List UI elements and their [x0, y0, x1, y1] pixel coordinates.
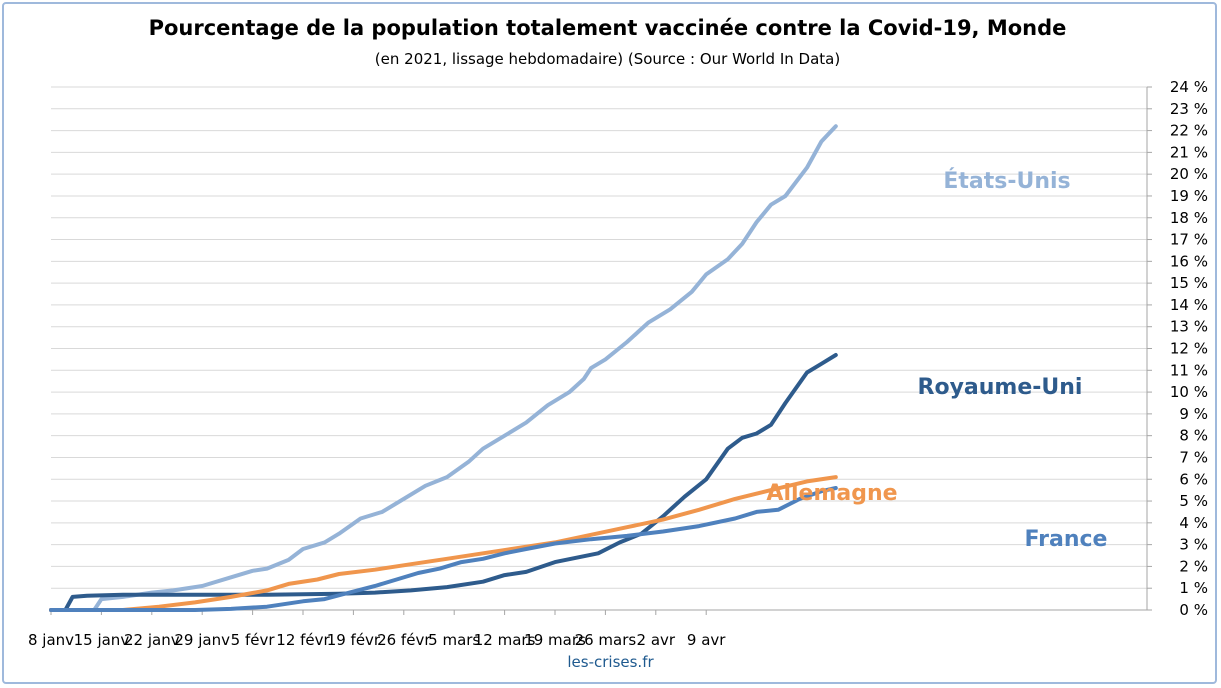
y-tick-label: 22 %: [1170, 122, 1208, 140]
y-tick-label: 9 %: [1179, 405, 1208, 423]
y-axis-ticks: 0 % 1 % 2 % 3 % 4 % 5 % 6 % 7 % 8 % 9 % 10 % 11 % 12…: [1147, 78, 1208, 619]
y-tick-label: 8 %: [1179, 427, 1208, 445]
label-etats-unis: États-Unis: [943, 168, 1070, 194]
y-tick-label: 3 %: [1179, 536, 1208, 554]
y-tick-label: 16 %: [1170, 252, 1208, 270]
chart-title: Pourcentage de la population totalement …: [148, 16, 1067, 40]
y-tick-label: 20 %: [1170, 165, 1208, 183]
x-tick-label: 22 janv: [124, 631, 180, 649]
y-tick-label: 6 %: [1179, 470, 1208, 488]
series-line-etats-unis: [49, 124, 838, 612]
series-line-royaume-uni: [49, 353, 838, 612]
y-tick-label: 23 %: [1170, 100, 1208, 118]
x-tick-label: 12 févr: [276, 631, 330, 649]
y-tick-label: 15 %: [1170, 274, 1208, 292]
grid-lines: [51, 86, 1148, 611]
y-tick-label: 12 %: [1170, 340, 1208, 358]
series-lines: [49, 124, 838, 612]
source-credit: les-crises.fr: [567, 653, 654, 671]
y-tick-label: 14 %: [1170, 296, 1208, 314]
x-tick-label: 15 janv: [74, 631, 130, 649]
series-line-france: [49, 486, 838, 612]
label-royaume-uni: Royaume-Uni: [918, 375, 1083, 400]
y-tick-label: 18 %: [1170, 209, 1208, 227]
y-tick-label: 2 %: [1179, 557, 1208, 575]
series-line-allemagne: [49, 475, 838, 612]
label-france: France: [1025, 527, 1108, 552]
y-tick-label: 21 %: [1170, 143, 1208, 161]
y-tick-label: 24 %: [1170, 78, 1208, 96]
y-tick-label: 10 %: [1170, 383, 1208, 401]
y-tick-label: 4 %: [1179, 514, 1208, 532]
y-tick-label: 11 %: [1170, 361, 1208, 379]
x-tick-label: 8 janv: [28, 631, 74, 649]
x-tick-label: 9 avr: [687, 631, 726, 649]
y-tick-label: 7 %: [1179, 448, 1208, 466]
y-tick-label: 5 %: [1179, 492, 1208, 510]
y-tick-label: 0 %: [1179, 601, 1208, 619]
x-tick-label: 2 avr: [637, 631, 676, 649]
y-tick-label: 1 %: [1179, 579, 1208, 597]
x-tick-label: 19 mars: [524, 631, 586, 649]
x-tick-label: 29 janv: [174, 631, 230, 649]
y-tick-label: 19 %: [1170, 187, 1208, 205]
y-tick-label: 13 %: [1170, 318, 1208, 336]
label-allemagne: Allemagne: [766, 481, 897, 506]
x-tick-label: 5 févr: [231, 631, 276, 649]
y-tick-label: 17 %: [1170, 231, 1208, 249]
x-tick-label: 5 mars: [428, 631, 480, 649]
chart-subtitle: (en 2021, lissage hebdomadaire) (Source …: [374, 50, 841, 68]
x-tick-label: 26 févr: [377, 631, 431, 649]
x-tick-label: 19 févr: [327, 631, 381, 649]
x-tick-label: 12 mars: [474, 631, 536, 649]
x-tick-label: 26 mars: [575, 631, 637, 649]
